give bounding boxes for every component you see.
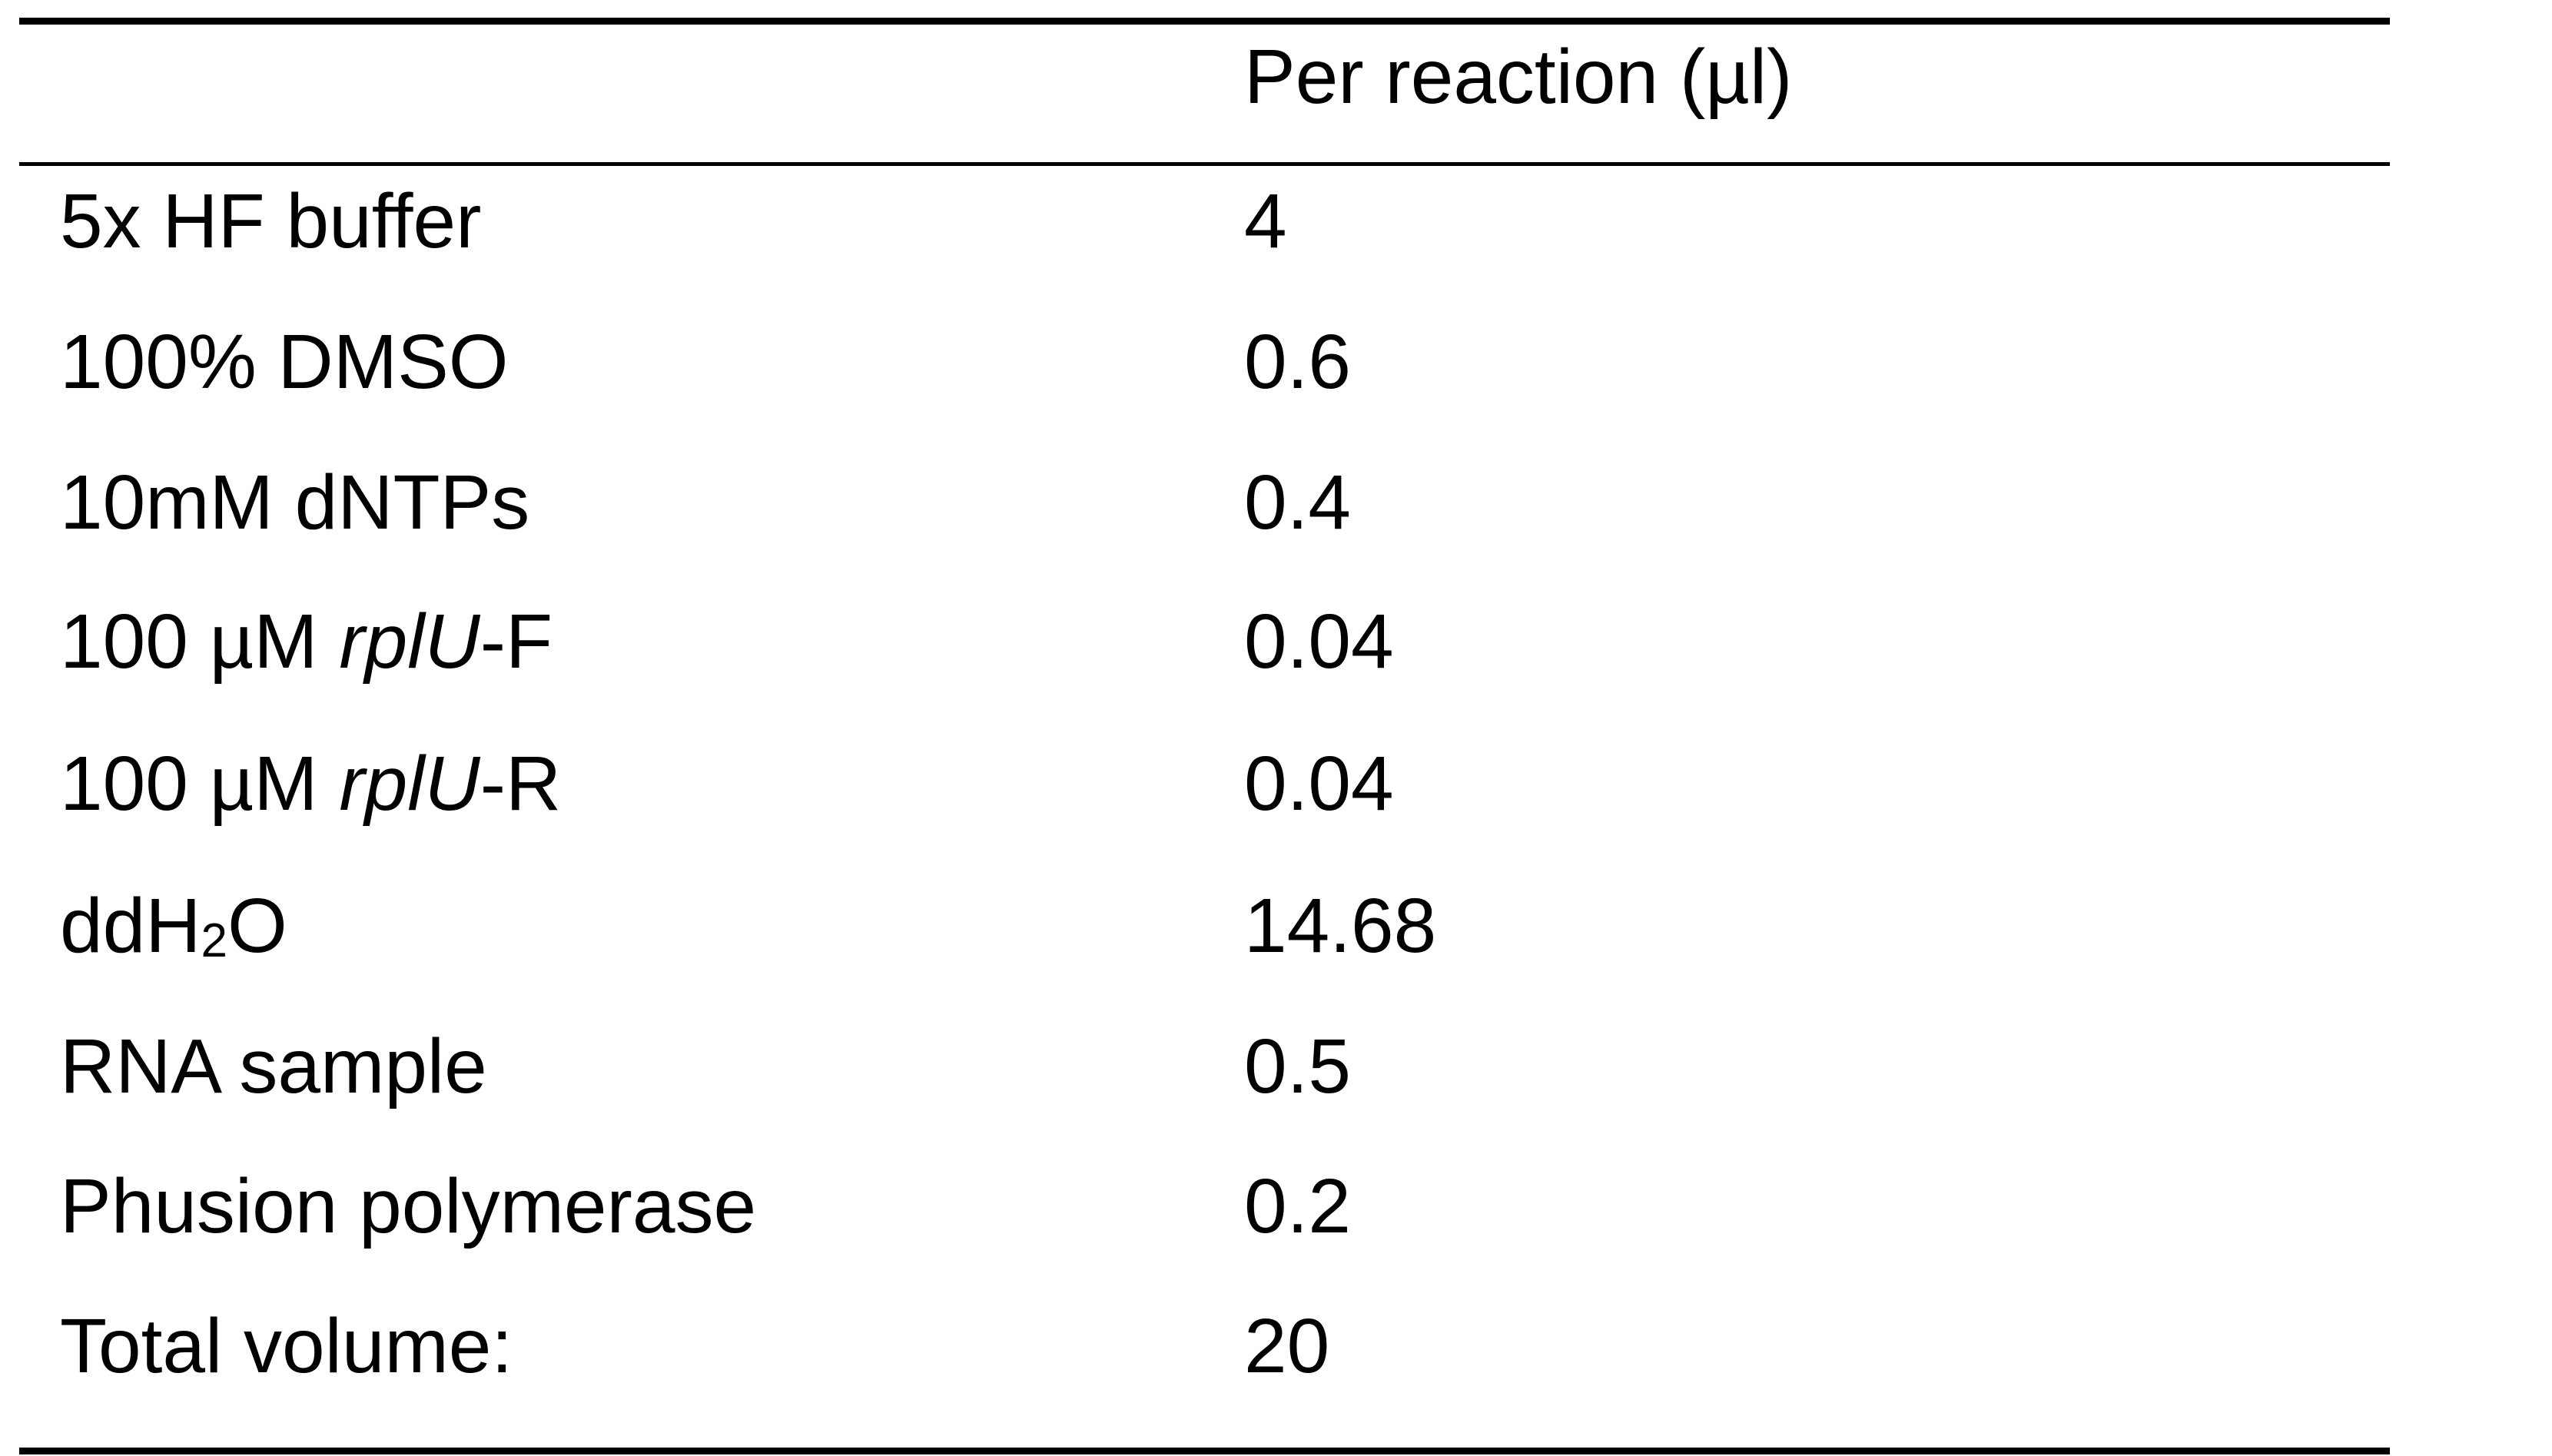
top-rule: [19, 18, 2390, 25]
header-volume: Per reaction (µl): [1244, 34, 1793, 120]
row-volume: 0.04: [1244, 599, 1394, 685]
subscript: 2: [201, 914, 227, 967]
reagent-suffix: -R: [480, 741, 562, 827]
bottom-rule: [19, 1448, 2390, 1454]
reagent-prefix: 100 µM: [60, 741, 340, 827]
row-volume: 0.4: [1244, 459, 1352, 546]
row-volume: 0.04: [1244, 741, 1394, 827]
row-volume: 0.2: [1244, 1163, 1352, 1249]
total-value: 20: [1244, 1303, 1330, 1389]
row-reagent: RNA sample: [60, 1023, 487, 1109]
row-volume: 0.6: [1244, 319, 1352, 405]
row-reagent: Phusion polymerase: [60, 1163, 757, 1249]
row-reagent: 10mM dNTPs: [60, 459, 530, 546]
gene-name: rplU: [339, 599, 480, 685]
row-reagent: 100 µM rplU-F: [60, 595, 553, 688]
row-volume: 4: [1244, 178, 1287, 264]
gene-name: rplU: [339, 741, 480, 827]
row-volume: 14.68: [1244, 883, 1437, 969]
row-reagent: 5x HF buffer: [60, 178, 482, 264]
reagent-suffix: -F: [480, 599, 553, 685]
row-reagent: ddH2O: [60, 880, 287, 987]
row-volume: 0.5: [1244, 1023, 1352, 1109]
reagent-prefix: 100 µM: [60, 599, 340, 685]
reagent-suffix: O: [227, 883, 287, 969]
row-reagent: 100 µM rplU-R: [60, 738, 561, 830]
reagent-prefix: ddH: [60, 883, 201, 969]
header-rule: [19, 162, 2390, 166]
row-reagent: 100% DMSO: [60, 319, 509, 405]
total-label: Total volume:: [60, 1303, 513, 1389]
